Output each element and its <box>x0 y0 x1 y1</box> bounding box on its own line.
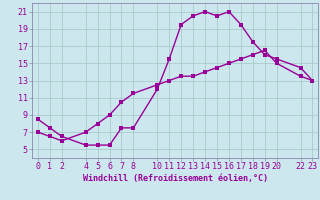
X-axis label: Windchill (Refroidissement éolien,°C): Windchill (Refroidissement éolien,°C) <box>83 174 268 183</box>
